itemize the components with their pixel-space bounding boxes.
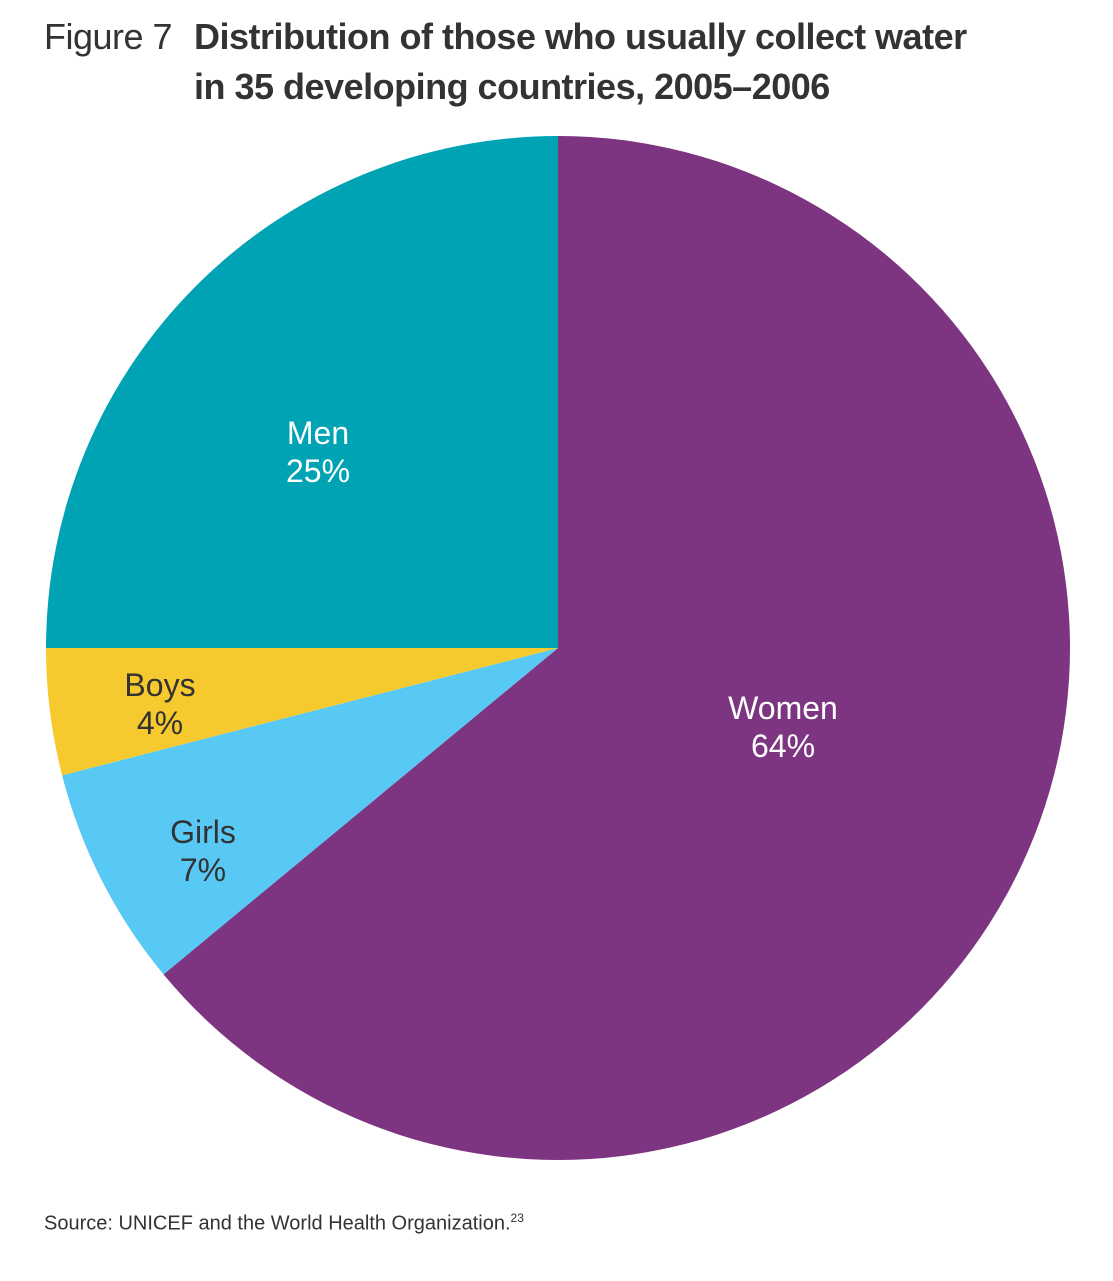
pie-slices: [46, 136, 1071, 1161]
title-line-1: Distribution of those who usually collec…: [194, 16, 967, 57]
slice-label-boys: Boys: [124, 667, 195, 703]
slice-value-women: 64%: [751, 728, 815, 764]
slice-value-girls: 7%: [180, 852, 226, 888]
chart-title: Figure 7 Distribution of those who usuall…: [44, 12, 1094, 112]
title-line-2: in 35 developing countries, 2005–2006: [194, 66, 830, 107]
slice-label-women: Women: [728, 690, 838, 726]
pie-slice-boys: [46, 648, 558, 776]
figure-label: Figure 7: [44, 16, 173, 57]
pie-slice-girls: [62, 648, 559, 975]
slice-value-boys: 4%: [137, 705, 183, 741]
source-text: Source: UNICEF and the World Health Orga…: [44, 1212, 511, 1235]
slice-label-men: Men: [287, 415, 349, 451]
pie-slice-women: [163, 136, 1071, 1161]
footnote-ref: 23: [510, 1211, 524, 1225]
pie-slice-men: [46, 136, 558, 648]
source-note: Source: UNICEF and the World Health Orga…: [44, 1211, 524, 1236]
slice-label-girls: Girls: [170, 814, 236, 850]
slice-value-men: 25%: [286, 453, 350, 489]
